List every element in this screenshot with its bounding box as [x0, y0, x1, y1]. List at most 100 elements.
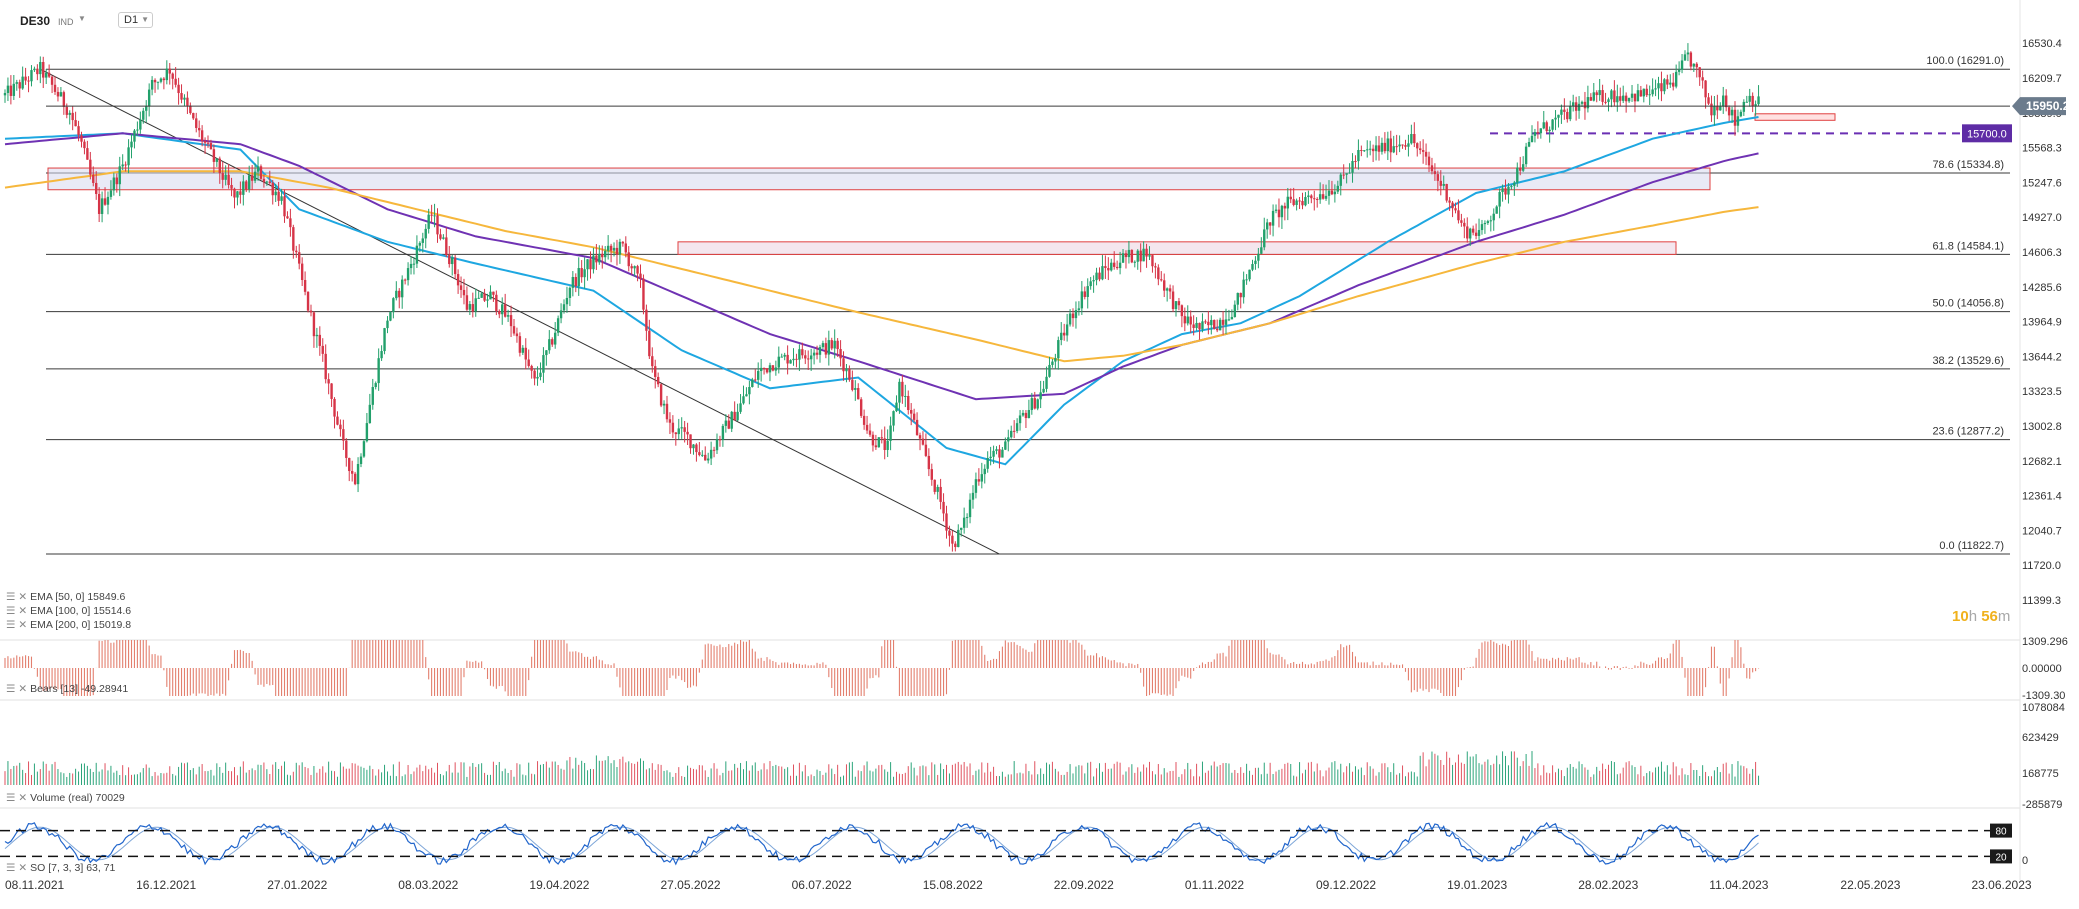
settings-icon[interactable]: ☰ ✕: [6, 862, 28, 874]
candle-body: [3, 92, 7, 96]
candle-body: [636, 266, 639, 274]
ema50-legend[interactable]: ☰ ✕ EMA [50, 0] 15849.6: [6, 591, 126, 603]
candle-body: [1233, 304, 1237, 318]
candle-body: [1360, 150, 1363, 152]
candle-body: [318, 334, 322, 346]
candle-body: [456, 274, 460, 286]
candle-body: [330, 383, 333, 399]
candle-body: [951, 535, 954, 544]
volume-legend[interactable]: ☰ ✕ Volume (real) 70029: [6, 792, 125, 804]
candle-body: [1177, 301, 1181, 306]
candle-body: [77, 126, 80, 136]
current-price-box: [2012, 97, 2066, 116]
candle-body: [197, 127, 201, 131]
candle-body: [1660, 83, 1663, 92]
candle-body: [998, 449, 1001, 458]
candle-body: [889, 425, 892, 441]
settings-icon[interactable]: ☰ ✕: [6, 683, 28, 695]
candle-body: [50, 76, 54, 85]
candle-body: [712, 449, 716, 451]
price-tick: 12361.4: [2022, 491, 2062, 503]
candle-body: [1324, 195, 1328, 199]
candle-body: [604, 250, 607, 258]
candle-body: [924, 444, 928, 456]
candle-body: [1501, 188, 1504, 193]
candle-body: [1639, 90, 1643, 97]
candle-body: [512, 326, 516, 334]
candle-body: [1321, 194, 1325, 199]
price-tick: 13323.5: [2022, 386, 2062, 398]
timeframe-select[interactable]: D1 ▼: [118, 12, 154, 28]
candle-body: [24, 76, 27, 81]
candle-body: [930, 469, 933, 480]
candle-body: [1295, 200, 1298, 205]
settings-icon[interactable]: ☰ ✕: [6, 591, 28, 603]
candle-body: [406, 268, 410, 281]
candle-body: [795, 358, 798, 360]
candle-body: [1701, 77, 1704, 81]
time-axis: 08.11.2021 16.12.2021 27.01.2022 08.03.2022…: [5, 878, 2032, 892]
candle-body: [145, 106, 148, 111]
candle-body: [442, 237, 445, 239]
candle-body: [1060, 332, 1063, 341]
price-tick: 11720.0: [2022, 560, 2061, 572]
candle-body: [1480, 224, 1484, 231]
candle-body: [1083, 291, 1086, 297]
candle-body: [1395, 146, 1398, 148]
time-tick: 11.04.2023: [1709, 878, 1768, 892]
candle-body: [398, 290, 401, 298]
candle-body: [857, 388, 860, 400]
candle-body: [1421, 150, 1425, 152]
candle-body: [980, 474, 984, 482]
symbol-label[interactable]: DE30: [20, 14, 51, 28]
candle-body: [1021, 412, 1025, 416]
candle-body: [974, 479, 978, 493]
candle-body: [1042, 388, 1045, 393]
ema200-legend[interactable]: ☰ ✕ EMA [200, 0] 15019.8: [6, 619, 132, 631]
candle-body: [824, 343, 828, 355]
bears-legend[interactable]: ☰ ✕ Bears [13] -49.28941: [6, 683, 129, 695]
settings-icon[interactable]: ☰ ✕: [6, 605, 28, 617]
candle-body: [62, 92, 66, 107]
settings-icon[interactable]: ☰ ✕: [6, 619, 28, 631]
candle-body: [1263, 229, 1266, 248]
candle-body: [589, 259, 592, 270]
candle-body: [1192, 324, 1195, 328]
candle-body: [1142, 248, 1145, 262]
supply-zones: [47, 113, 1836, 255]
candle-body: [1598, 90, 1601, 96]
ema100-legend[interactable]: ☰ ✕ EMA [100, 0] 15514.6: [6, 605, 132, 617]
candle-body: [907, 395, 910, 411]
price-tick: 15247.6: [2022, 177, 2062, 189]
chevron-down-icon[interactable]: ▼: [78, 14, 86, 23]
stochastic-legend[interactable]: ☰ ✕ SO [7, 3, 3] 63, 71: [6, 862, 116, 874]
candle-body: [509, 315, 513, 327]
candle-body: [453, 257, 457, 275]
stochastic-oscillator: 80 20 0: [0, 821, 2028, 867]
bears-tick: -1309.30: [2022, 690, 2065, 702]
settings-icon[interactable]: ☰ ✕: [6, 792, 28, 804]
candle-body: [1045, 376, 1048, 389]
candle-body: [83, 141, 86, 149]
candle-body: [389, 312, 392, 321]
candle-body: [1260, 247, 1263, 254]
candle-body: [1645, 88, 1648, 96]
candle-body: [168, 68, 171, 74]
candle-body: [848, 369, 851, 380]
candle-body: [1698, 67, 1701, 78]
candle-body: [42, 62, 45, 78]
candle-body: [1471, 228, 1475, 233]
candle-body: [1686, 52, 1690, 55]
candle-body: [1215, 328, 1219, 331]
candle-body: [80, 135, 83, 142]
volume-tick: 1078084: [2022, 702, 2065, 714]
candle-body: [730, 411, 733, 429]
candle-body: [1607, 99, 1610, 103]
candle-body: [648, 330, 651, 357]
time-tick: 16.12.2021: [136, 878, 196, 892]
candle-body: [545, 350, 548, 356]
candle-body: [774, 367, 778, 371]
time-tick: 06.07.2022: [792, 878, 852, 892]
candle-body: [1230, 317, 1234, 320]
